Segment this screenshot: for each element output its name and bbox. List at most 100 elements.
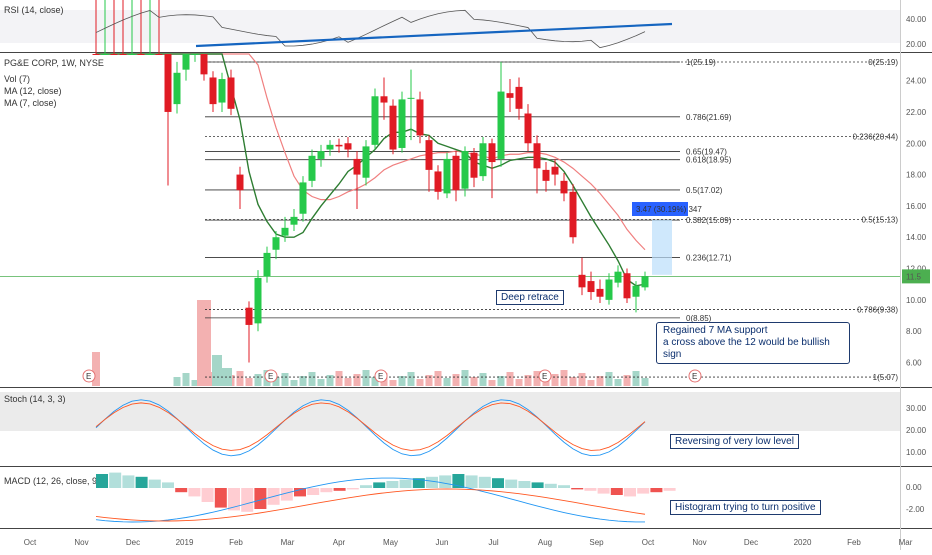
x-tick: Sep (589, 538, 604, 547)
candle-body (146, 54, 154, 55)
candle-body (542, 169, 550, 181)
earnings-label: E (542, 372, 547, 381)
candle-body (443, 158, 451, 194)
candle-body (452, 155, 460, 191)
macd-hist-bar (386, 481, 399, 488)
rsi-line (95, 9, 646, 49)
candle-body (209, 77, 217, 105)
candle-body (128, 54, 136, 55)
candle-body (371, 96, 379, 145)
volume-bar (197, 300, 211, 386)
candle-body (236, 174, 244, 191)
x-tick: Feb (229, 538, 243, 547)
volume-bar (308, 372, 316, 386)
macd-hist-bar (188, 488, 201, 497)
volume-bar (371, 377, 379, 386)
candle-body (479, 143, 487, 177)
volume-bar (335, 371, 343, 386)
candle-body (263, 252, 271, 277)
macd-hist-bar (346, 488, 359, 490)
price-tick: 8.00 (906, 327, 922, 336)
earnings-label: E (86, 372, 91, 381)
stoch-tick: 10.00 (906, 448, 927, 457)
macd-hist-bar (650, 488, 663, 493)
candle-body (119, 54, 127, 55)
macd-hist-bar (558, 485, 570, 488)
stoch-k-line (95, 399, 646, 457)
candle-body (524, 113, 532, 144)
macd-hist-bar (162, 482, 174, 488)
macd-hist-bar (439, 475, 452, 488)
volume-bar (299, 376, 307, 386)
ma-support-callout: Regained 7 MA support a cross above the … (656, 322, 850, 364)
candle-body (515, 86, 523, 109)
x-tick: Mar (899, 538, 913, 547)
candle-body (272, 237, 280, 250)
stoch-note-label: Reversing of very low level (670, 434, 799, 449)
fib-label: 0.786(21.69) (686, 113, 732, 122)
candle-body (398, 99, 406, 148)
x-tick: Dec (126, 538, 140, 547)
x-tick: Feb (847, 538, 861, 547)
rsi-tick: 40.00 (906, 15, 927, 24)
price-tick: 20.00 (906, 139, 927, 148)
candle-body (227, 77, 235, 109)
fib-label-2: 1(5.07) (873, 373, 899, 382)
candle-body (326, 144, 334, 150)
fib-label: 0.65(19.47) (686, 148, 727, 157)
volume-bar (506, 372, 514, 386)
macd-hist-bar (571, 488, 584, 490)
measure-label: 3.47 (30.19%) 347 (636, 205, 702, 214)
volume-bar (92, 352, 100, 386)
candle-body (389, 105, 397, 150)
candle-body (290, 216, 298, 225)
x-tick: Jun (436, 538, 449, 547)
volume-bar (587, 380, 595, 386)
vol-label: Vol (7) (4, 74, 30, 84)
volume-bar (245, 378, 253, 386)
macd-hist-bar (122, 475, 135, 488)
macd-hist-bar (320, 488, 333, 493)
volume-bar (425, 375, 433, 386)
stoch-tick: 30.00 (906, 404, 927, 413)
measure-label-box (632, 202, 688, 216)
earnings-marker (264, 369, 278, 383)
volume-bar (191, 380, 199, 386)
volume-bar (470, 377, 478, 386)
volume-bar (212, 355, 222, 386)
fib-label: 1(25.19) (686, 58, 716, 67)
macd-tick: 0.00 (906, 483, 922, 492)
candle-body (407, 97, 415, 99)
price-tick: 22.00 (906, 108, 927, 117)
price-tick: 18.00 (906, 171, 927, 180)
candle-body (623, 273, 631, 299)
candle-body (578, 274, 586, 288)
volume-bar (524, 375, 532, 386)
deep-retrace-label: Deep retrace (496, 290, 564, 305)
macd-hist-bar (597, 488, 610, 494)
macd-label: MACD (12, 26, close, 9) (4, 476, 100, 486)
price-tick: 6.00 (906, 359, 922, 368)
rsi-trendline (195, 22, 673, 48)
macd-hist-bar (399, 479, 412, 488)
rsi-label: RSI (14, close) (4, 5, 64, 15)
earnings-label: E (692, 372, 697, 381)
candle-body (101, 54, 109, 55)
ma-support-line2: a cross above the 12 would be bullish si… (663, 337, 830, 360)
x-tick: Nov (692, 538, 706, 547)
stoch-d-line (95, 402, 646, 451)
x-tick: Dec (744, 538, 758, 547)
volume-bar (173, 377, 181, 386)
macd-hist-bar (214, 488, 227, 508)
fib-label: 0.236(12.71) (686, 253, 732, 262)
candle-body (605, 279, 613, 300)
fib-label-2: 0.236(20.44) (853, 132, 899, 141)
candle-body (164, 54, 172, 112)
macd-hist-bar (531, 482, 544, 488)
x-tick: Jul (488, 538, 498, 547)
macd-hist-bar (333, 488, 346, 491)
candle-body (308, 155, 316, 181)
volume-bar (416, 379, 424, 386)
volume-bar (497, 376, 505, 386)
